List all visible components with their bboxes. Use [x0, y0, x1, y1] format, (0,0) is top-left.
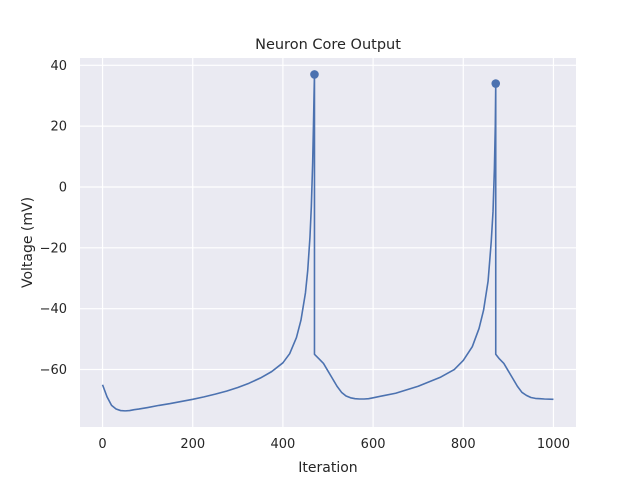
spike-marker — [310, 70, 319, 79]
x-tick-label: 200 — [180, 437, 205, 452]
x-tick-label: 600 — [361, 437, 386, 452]
x-axis-label: Iteration — [298, 460, 357, 476]
x-tick-label: 1000 — [537, 437, 570, 452]
y-tick-label: −60 — [40, 363, 67, 378]
y-axis-label: Voltage (mV) — [20, 197, 36, 288]
y-tick-labels: −60 −40 −20 0 20 40 — [40, 59, 67, 378]
x-tick-label: 0 — [98, 437, 106, 452]
x-tick-label: 800 — [451, 437, 476, 452]
y-tick-label: 40 — [50, 59, 67, 74]
y-tick-label: 20 — [50, 120, 67, 135]
plot-area — [80, 58, 576, 427]
y-tick-label: −40 — [40, 302, 67, 317]
series-line — [101, 73, 554, 412]
y-tick-label: −20 — [40, 241, 67, 256]
spike-marker — [491, 79, 501, 88]
x-tick-label: 400 — [270, 437, 295, 452]
x-tick-labels: 0 200 400 600 800 1000 — [98, 437, 570, 452]
y-tick-label: 0 — [59, 180, 67, 195]
spike-markers — [310, 70, 501, 88]
chart-title: Neuron Core Output — [255, 37, 401, 53]
